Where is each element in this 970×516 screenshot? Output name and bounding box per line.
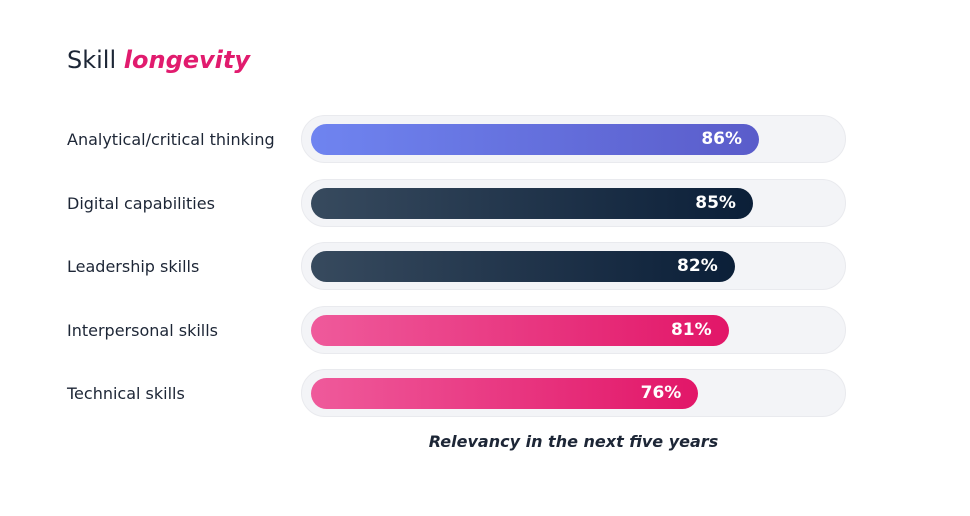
bar: 81% — [311, 314, 729, 346]
chart-title: Skill longevity — [67, 46, 250, 74]
x-axis-label: Relevancy in the next five years — [428, 432, 719, 451]
bar: 76% — [311, 378, 699, 409]
category-label: Technical skills — [67, 384, 185, 403]
bar-row: Digital capabilities 85% — [0, 178, 970, 229]
data-label: 82% — [677, 256, 718, 276]
category-label: Digital capabilities — [67, 193, 215, 213]
data-label: 81% — [670, 319, 712, 340]
bar: 85% — [311, 187, 753, 219]
bar: 86% — [311, 124, 760, 155]
data-label: 85% — [695, 192, 736, 213]
data-label: 76% — [640, 383, 682, 403]
chart-title-main: Skill — [67, 46, 117, 74]
bar-row: Analytical/critical thinking 86% — [0, 115, 970, 165]
category-label: Analytical/critical thinking — [67, 130, 275, 149]
bar-row: Technical skills 76% — [0, 369, 970, 419]
bar-row: Interpersonal skills 81% — [0, 305, 970, 356]
data-label: 86% — [701, 129, 743, 149]
bar-row: Leadership skills 82% — [0, 242, 970, 292]
category-label: Leadership skills — [67, 257, 200, 276]
category-label: Interpersonal skills — [67, 320, 219, 340]
bar: 82% — [311, 251, 735, 282]
chart-title-accent: longevity — [123, 46, 251, 74]
